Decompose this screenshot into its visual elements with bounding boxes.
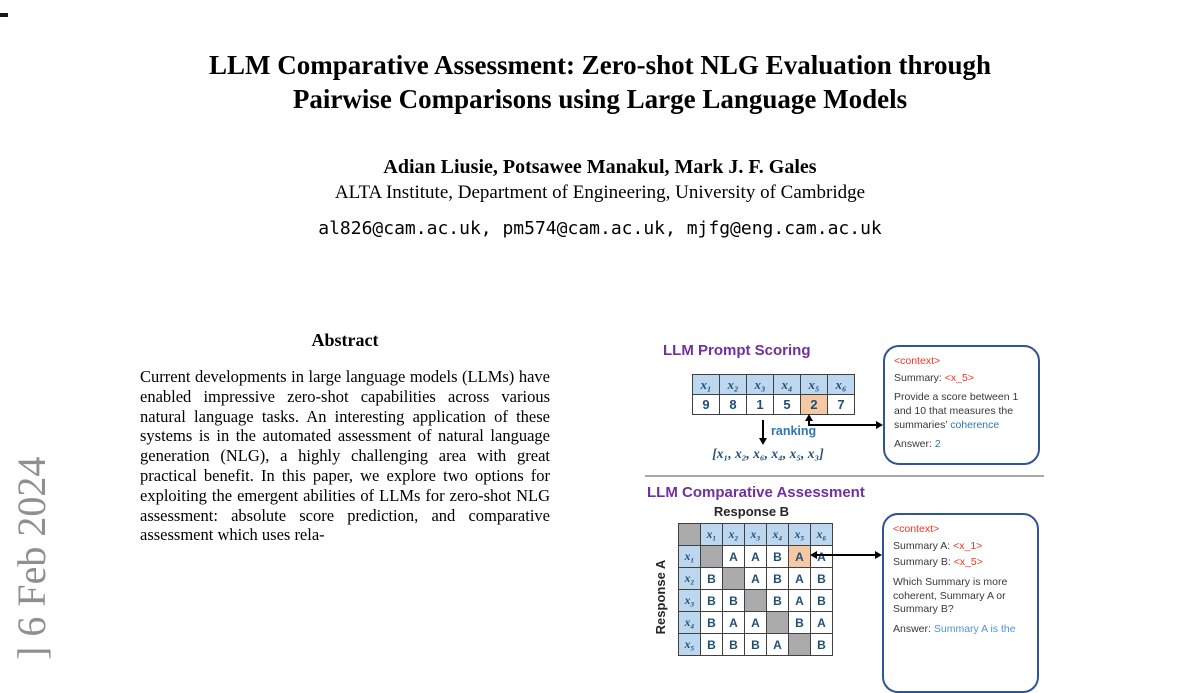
connector1-arrow-head-right [876, 421, 883, 429]
matrix-row: x₄ B A A B A [678, 611, 833, 634]
question-line: Which Summary is more coherent, Summary … [893, 575, 1008, 616]
summary-a-line: Summary A: <x_1> [893, 539, 983, 552]
page-title: LLM Comparative Assessment: Zero-shot NL… [0, 48, 1200, 116]
figure-1: LLM Prompt Scoring x₁ x₂ x₃ x₄ x₅ x₆ 9 8 1 5 2 7 ra… [645, 340, 1045, 693]
connector2-arrow-head-right [875, 551, 882, 559]
matrix-cell: B [700, 589, 723, 612]
scoring-header-cell: x₆ [827, 374, 855, 395]
scoring-value-cell: 7 [827, 394, 855, 415]
matrix-cell [744, 589, 767, 612]
matrix-cell [766, 611, 789, 634]
scoring-value-cell: 9 [692, 394, 720, 415]
answer-line: Answer: Summary A is the [893, 622, 1016, 635]
scoring-header-cell: x₂ [719, 374, 747, 395]
matrix-cell: A [744, 545, 767, 568]
context-tag: <context> [893, 523, 940, 535]
matrix-cell: B [766, 567, 789, 590]
matrix-row: x₃ B B B A B [678, 589, 833, 612]
matrix-corner-cell [678, 523, 701, 546]
connector1-vertical [808, 420, 810, 426]
matrix-cell: B [700, 567, 723, 590]
scoring-value-cell: 2 [800, 394, 828, 415]
matrix-cell: A [722, 611, 745, 634]
instruction-line: Provide a score between 1 and 10 that me… [894, 391, 1019, 431]
matrix-cell [722, 567, 745, 590]
matrix-col-header: x₅ [788, 523, 811, 546]
title-line-1: LLM Comparative Assessment: Zero-shot NL… [208, 50, 992, 80]
panel-separator [645, 475, 1044, 477]
matrix-cell: A [810, 611, 833, 634]
matrix-col-header: x₃ [744, 523, 767, 546]
matrix-cell: B [810, 633, 833, 656]
matrix-row-header: x₂ [678, 567, 701, 590]
page-edge-mark [0, 13, 8, 17]
scoring-value-cell: 8 [719, 394, 747, 415]
connector1-horizontal [808, 424, 876, 426]
abstract-section: Abstract Current developments in large l… [140, 330, 550, 545]
scoring-value-cell: 1 [746, 394, 774, 415]
matrix-col-header: x₆ [810, 523, 833, 546]
matrix-cell: B [788, 611, 811, 634]
scoring-header-cell: x₅ [800, 374, 828, 395]
scoring-value-cell: 5 [773, 394, 801, 415]
connector2-horizontal [816, 554, 876, 556]
summary-b-line: Summary B: <x_5> [893, 556, 983, 569]
panel2-heading: LLM Comparative Assessment [647, 484, 865, 501]
matrix-row-header: x₁ [678, 545, 701, 568]
summary-line: Summary: <x_5> [894, 371, 974, 384]
matrix-cell: B [722, 589, 745, 612]
matrix-cell: A [744, 611, 767, 634]
matrix-cell: A [722, 545, 745, 568]
matrix-row-header: x₄ [678, 611, 701, 634]
answer-line: Answer: 2 [894, 438, 941, 451]
matrix-cell: A [788, 567, 811, 590]
scoring-header-cell: x₃ [746, 374, 774, 395]
title-line-2: Pairwise Comparisons using Large Languag… [292, 84, 908, 114]
matrix-cell: B [722, 633, 745, 656]
matrix-cell: B [810, 567, 833, 590]
author-emails: al826@cam.ac.uk, pm574@cam.ac.uk, mjfg@e… [318, 218, 882, 239]
matrix-cell: B [810, 589, 833, 612]
affiliation: ALTA Institute, Department of Engineerin… [334, 182, 866, 203]
ranking-output: [x₁, x₂, x₆, x₄, x₅, x₃] [712, 446, 824, 461]
prompt-box-scoring: <context> Summary: <x_5> Provide a score… [883, 345, 1040, 465]
ranking-arrow-label: ranking [771, 424, 817, 438]
authors: Adian Liusie, Potsawee Manakul, Mark J. … [383, 156, 817, 178]
matrix-cell: B [700, 633, 723, 656]
panel1-heading: LLM Prompt Scoring [663, 342, 811, 359]
prompt-box-comparative: <context> Summary A: <x_1> Summary B: <x… [882, 513, 1039, 693]
matrix-axis-response-b: Response B [713, 504, 790, 519]
connector2-arrow-head-left [810, 551, 817, 559]
ranking-arrow-shaft [762, 420, 764, 438]
matrix-cell: B [700, 611, 723, 634]
context-tag: <context> [894, 355, 941, 367]
matrix-cell: B [766, 545, 789, 568]
scoring-header-cell: x₄ [773, 374, 801, 395]
matrix-row-header: x₅ [678, 633, 701, 656]
matrix-cell: A [744, 567, 767, 590]
scoring-header-cell: x₁ [692, 374, 720, 395]
matrix-row-header: x₃ [678, 589, 701, 612]
matrix-col-header: x₁ [700, 523, 723, 546]
connector1-arrow-head-up [805, 414, 813, 421]
abstract-heading: Abstract [311, 330, 379, 350]
matrix-cell [700, 545, 723, 568]
matrix-cell: A [788, 589, 811, 612]
abstract-text: Current developments in large language m… [140, 367, 550, 545]
matrix-axis-response-a: Response A [653, 559, 668, 635]
matrix-col-header: x₂ [722, 523, 745, 546]
ranking-arrow-head [759, 438, 767, 445]
matrix-row: x₂ B A B A B [678, 567, 833, 590]
matrix-cell: A [766, 633, 789, 656]
matrix-cell: A [788, 545, 811, 568]
arxiv-date-stamp: ] 6 Feb 2024 [9, 456, 54, 660]
matrix-cell: B [766, 589, 789, 612]
scoring-table: x₁ x₂ x₃ x₄ x₅ x₆ 9 8 1 5 2 7 [692, 374, 855, 415]
matrix-cell [788, 633, 811, 656]
matrix-col-header: x₄ [766, 523, 789, 546]
matrix-cell: B [744, 633, 767, 656]
matrix-row: x₅ B B B A B [678, 633, 833, 656]
